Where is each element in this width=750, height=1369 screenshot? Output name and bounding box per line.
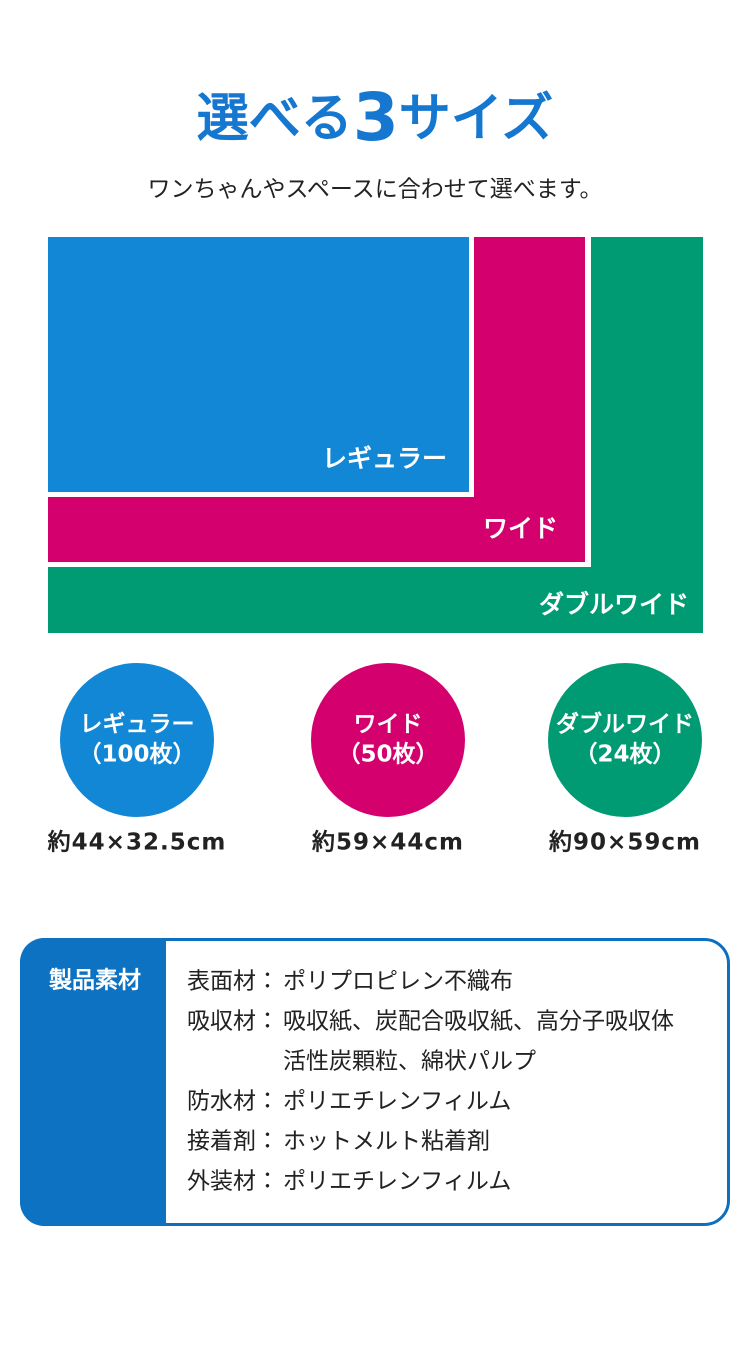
size-count: （100枚） (78, 741, 195, 768)
materials-label-panel (20, 938, 166, 1226)
regular-area (48, 237, 469, 492)
area-label: ワイド (483, 514, 558, 543)
size-circle (60, 663, 214, 817)
size-circle (311, 663, 465, 817)
material-term: 接着剤： (187, 1129, 279, 1155)
size-name: ダブルワイド (556, 711, 694, 738)
title: 選べる3サイズ (197, 79, 553, 156)
materials-label: 製品素材 (48, 967, 141, 994)
size-count: （50枚） (337, 741, 438, 768)
size-diagram: レギュラー ワイド ダブルワイド (48, 237, 703, 633)
title-part: サイズ (399, 89, 553, 149)
size-count: （24枚） (574, 741, 675, 768)
area-label: レギュラー (322, 444, 447, 473)
size-name: ワイド (354, 712, 423, 738)
material-value: ホットメルト粘着剤 (283, 1129, 490, 1155)
material-value: 活性炭顆粒、綿状パルプ (283, 1049, 536, 1075)
size-dimension: 約44×32.5cm (47, 829, 227, 856)
size-dimension: 約90×59cm (548, 829, 701, 856)
area-label: ダブルワイド (539, 590, 689, 619)
material-value: ポリプロピレン不織布 (283, 969, 513, 995)
size-circles: レギュラー （100枚） 約44×32.5cm ワイド （50枚） 約59×44… (47, 663, 702, 856)
material-term: 吸収材： (187, 1009, 279, 1035)
size-circle (548, 663, 702, 817)
subtitle: ワンちゃんやスペースに合わせて選べます。 (148, 177, 603, 203)
size-name: レギュラー (80, 712, 195, 738)
material-term: 防水材： (187, 1089, 279, 1115)
material-term: 外装材： (187, 1169, 279, 1195)
material-term: 表面材： (187, 969, 279, 995)
title-part: 選べる (197, 89, 353, 149)
material-value: ポリエチレンフィルム (283, 1089, 511, 1115)
size-dimension: 約59×44cm (311, 829, 464, 856)
material-value: 吸収紙、炭配合吸収紙、高分子吸収体 (283, 1009, 674, 1035)
title-number: 3 (353, 79, 399, 156)
material-value: ポリエチレンフィルム (283, 1169, 511, 1195)
